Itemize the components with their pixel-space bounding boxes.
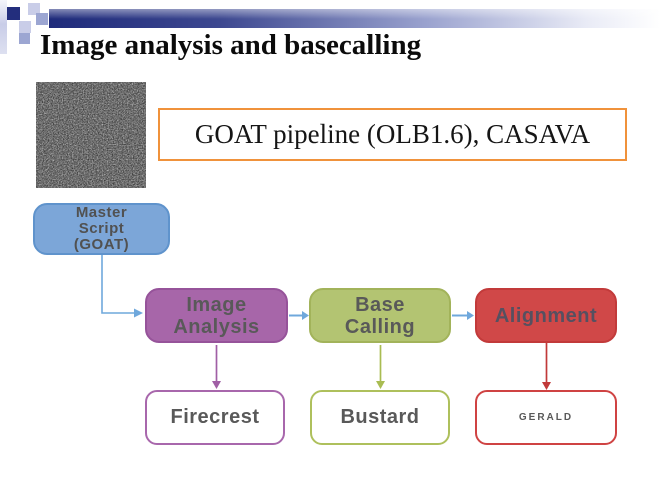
- connector-alignment-to-gerald: [542, 343, 551, 390]
- decor-square-medium-1: [36, 13, 48, 25]
- node-alignment: Alignment: [475, 288, 617, 343]
- decor-square-navy: [7, 7, 20, 20]
- decor-gradient-bar: [49, 9, 660, 28]
- node-image-analysis: Image Analysis: [145, 288, 288, 343]
- pipeline-callout-box: GOAT pipeline (OLB1.6), CASAVA: [158, 108, 627, 161]
- node-master-script: Master Script (GOAT): [33, 203, 170, 255]
- node-firecrest-label: Firecrest: [170, 406, 260, 428]
- decor-square-light-2: [19, 21, 31, 33]
- node-base-calling: Base Calling: [309, 288, 451, 343]
- node-gerald-label: GERALD: [518, 412, 574, 423]
- connector-base-calling-to-bustard: [376, 345, 385, 389]
- node-bustard: Bustard: [310, 390, 450, 445]
- node-bustard-label: Bustard: [340, 406, 420, 428]
- connector-base-calling-to-alignment: [452, 311, 474, 320]
- node-master-script-label: Master Script (GOAT): [73, 204, 130, 253]
- connector-image-analysis-to-firecrest: [212, 345, 221, 389]
- tile-noise-image: [36, 82, 146, 188]
- decor-left-strip: [0, 0, 7, 54]
- node-image-analysis-label: Image Analysis: [173, 293, 260, 338]
- connector-master-to-image-analysis: [101, 255, 143, 318]
- pipeline-callout-text: GOAT pipeline (OLB1.6), CASAVA: [194, 119, 591, 149]
- decor-square-light-1: [28, 3, 40, 15]
- slide-title: Image analysis and basecalling: [40, 29, 422, 61]
- node-gerald: GERALD: [475, 390, 617, 445]
- node-base-calling-label: Base Calling: [344, 293, 416, 338]
- node-alignment-label: Alignment: [494, 304, 598, 327]
- decor-square-medium-2: [19, 33, 30, 44]
- node-firecrest: Firecrest: [145, 390, 285, 445]
- connector-image-analysis-to-base-calling: [289, 311, 309, 320]
